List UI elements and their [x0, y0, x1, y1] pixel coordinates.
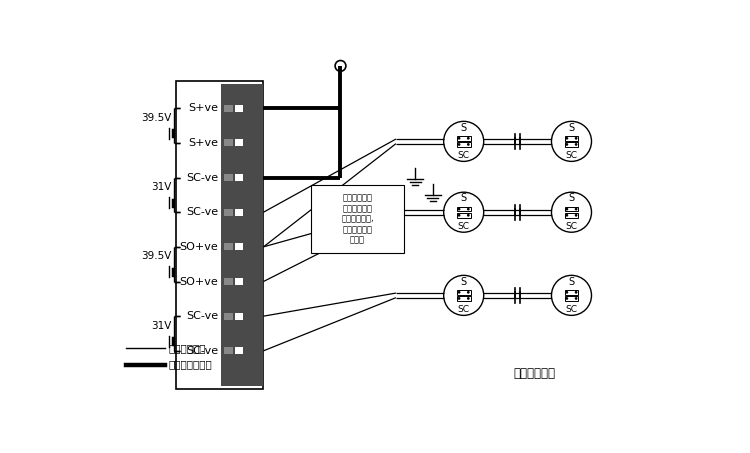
- Circle shape: [566, 291, 568, 294]
- Text: S: S: [460, 122, 466, 133]
- Circle shape: [458, 291, 460, 294]
- Bar: [457, 136, 470, 140]
- Circle shape: [467, 137, 470, 140]
- Bar: [235, 313, 244, 320]
- Text: S: S: [460, 193, 466, 203]
- Bar: [457, 296, 470, 301]
- Bar: [224, 278, 232, 285]
- Circle shape: [467, 143, 470, 146]
- Text: SC: SC: [458, 151, 470, 160]
- Circle shape: [458, 143, 460, 146]
- Bar: [235, 105, 244, 112]
- Text: SC-ve: SC-ve: [186, 311, 218, 321]
- Bar: [224, 313, 232, 320]
- Bar: [565, 290, 578, 294]
- Text: S: S: [568, 276, 574, 286]
- Bar: [457, 142, 470, 147]
- Circle shape: [467, 214, 470, 217]
- Text: S+ve: S+ve: [188, 138, 218, 148]
- Text: SO+ve: SO+ve: [179, 242, 218, 252]
- Bar: [565, 213, 578, 217]
- Text: 31V: 31V: [151, 182, 171, 192]
- Bar: [224, 140, 232, 146]
- Text: SC: SC: [566, 305, 578, 314]
- Bar: [235, 243, 244, 251]
- Circle shape: [574, 208, 578, 211]
- Text: S: S: [460, 276, 466, 286]
- Circle shape: [574, 297, 578, 300]
- Circle shape: [467, 291, 470, 294]
- Text: S: S: [568, 122, 574, 133]
- Bar: [457, 207, 470, 212]
- Bar: [457, 213, 470, 217]
- Bar: [176, 81, 263, 389]
- Text: SC: SC: [566, 222, 578, 231]
- Text: S: S: [568, 193, 574, 203]
- Circle shape: [566, 214, 568, 217]
- Bar: [224, 347, 232, 354]
- Circle shape: [458, 297, 460, 300]
- Bar: [565, 136, 578, 140]
- Circle shape: [574, 143, 578, 146]
- Bar: [224, 105, 232, 112]
- Bar: [235, 209, 244, 216]
- Bar: [235, 174, 244, 181]
- Text: 仅限于已安装
的探测器的共
通线被公用时,
可以联接一个
中继器: 仅限于已安装 的探测器的共 通线被公用时, 可以联接一个 中继器: [341, 194, 374, 245]
- Bar: [311, 185, 404, 253]
- Text: SC-ve: SC-ve: [186, 207, 218, 217]
- Bar: [235, 278, 244, 285]
- Bar: [565, 207, 578, 212]
- Circle shape: [566, 208, 568, 211]
- Circle shape: [467, 297, 470, 300]
- Text: 智能型探测器: 智能型探测器: [514, 367, 556, 380]
- Text: 已设普通探测器: 已设普通探测器: [169, 360, 212, 370]
- Text: 39.5V: 39.5V: [141, 113, 171, 123]
- Circle shape: [574, 214, 578, 217]
- Text: 31V: 31V: [151, 321, 171, 331]
- Text: SC: SC: [566, 151, 578, 160]
- Circle shape: [566, 297, 568, 300]
- Circle shape: [458, 208, 460, 211]
- Circle shape: [458, 214, 460, 217]
- Text: SC: SC: [458, 222, 470, 231]
- Text: SC-ve: SC-ve: [186, 173, 218, 183]
- Bar: [224, 243, 232, 251]
- Circle shape: [574, 137, 578, 140]
- Bar: [565, 142, 578, 147]
- Circle shape: [566, 137, 568, 140]
- Text: S+ve: S+ve: [188, 103, 218, 113]
- Circle shape: [574, 291, 578, 294]
- Circle shape: [467, 208, 470, 211]
- Bar: [565, 296, 578, 301]
- Text: SC: SC: [458, 305, 470, 314]
- Circle shape: [566, 143, 568, 146]
- Text: SO+ve: SO+ve: [179, 276, 218, 286]
- Bar: [224, 174, 232, 181]
- Bar: [235, 140, 244, 146]
- Text: 39.5V: 39.5V: [141, 251, 171, 261]
- Bar: [224, 209, 232, 216]
- Bar: [221, 84, 263, 386]
- Text: SC-ve: SC-ve: [186, 346, 218, 356]
- Bar: [235, 347, 244, 354]
- Bar: [457, 290, 470, 294]
- Text: 新设耐热导线: 新设耐热导线: [169, 343, 206, 353]
- Circle shape: [458, 137, 460, 140]
